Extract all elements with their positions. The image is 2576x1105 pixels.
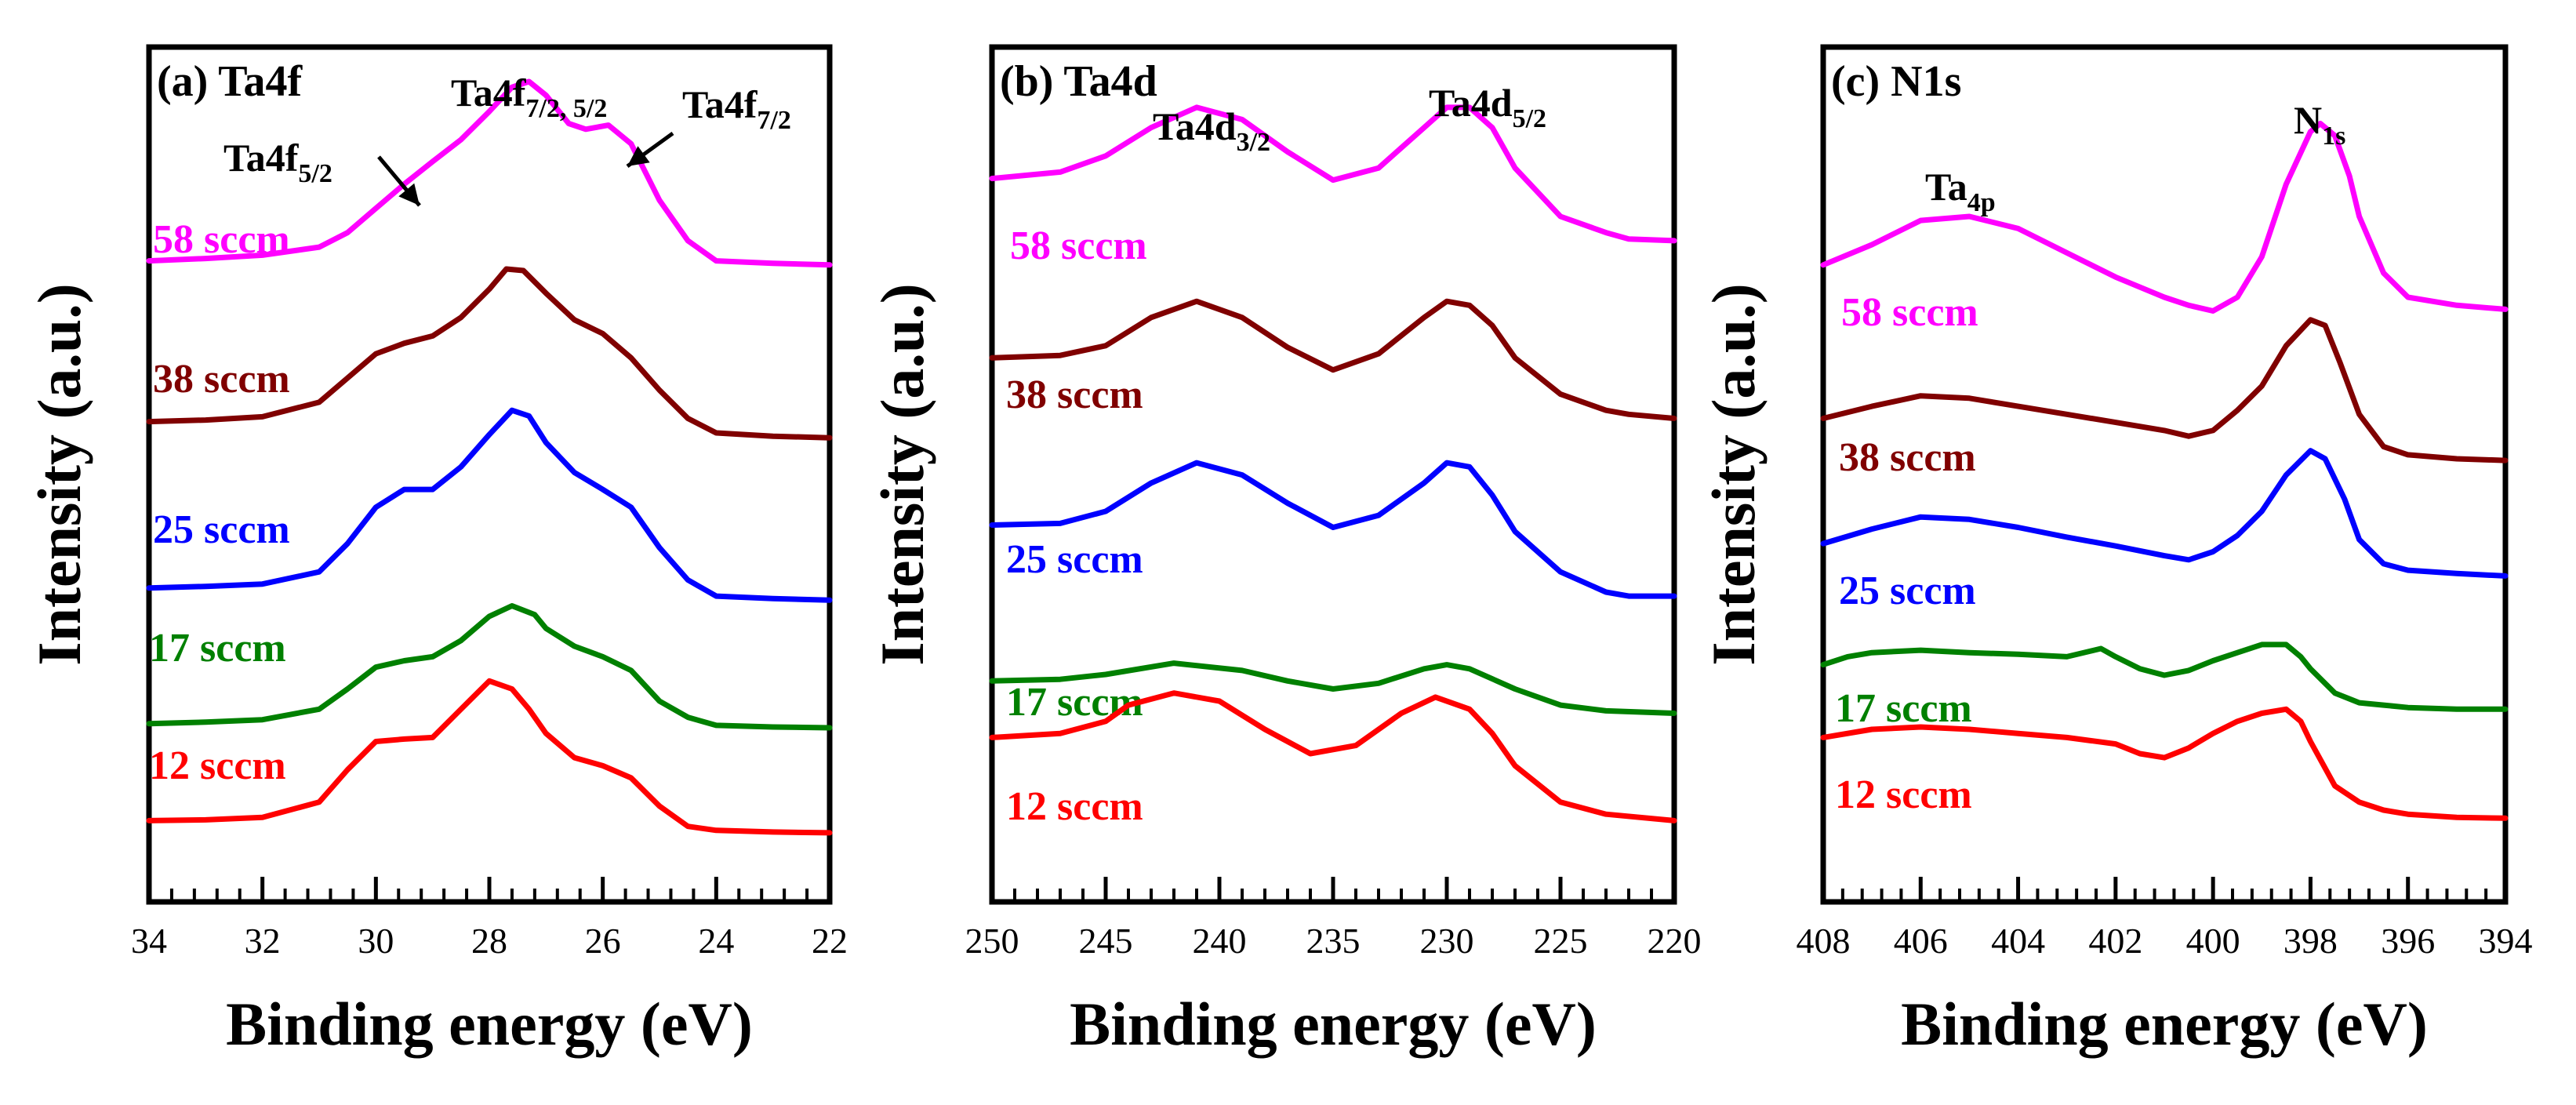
y-axis-label: Intensity (a.u.) xyxy=(25,283,93,666)
x-axis-label: Binding energy (eV) xyxy=(1070,990,1597,1058)
series-label: 58 sccm xyxy=(1010,224,1147,268)
series-label: 25 sccm xyxy=(153,507,290,552)
x-tick-label: 28 xyxy=(471,921,507,961)
peak-annotation: Ta4f7/2 xyxy=(682,82,791,135)
series-line-58-sccm xyxy=(989,104,1677,244)
series-line-58-sccm xyxy=(1820,121,2509,314)
x-tick-label: 240 xyxy=(1193,921,1247,961)
series-label: 38 sccm xyxy=(153,357,290,402)
x-tick-label: 406 xyxy=(1894,921,1948,961)
series-label: 58 sccm xyxy=(1841,290,1978,335)
x-axis-label: Binding energy (eV) xyxy=(226,990,753,1058)
series-line-25-sccm xyxy=(989,460,1677,599)
x-tick-label: 235 xyxy=(1306,921,1361,961)
chart-panel-2: 250 245 240 235 230 225 220 Binding energy (eV)… xyxy=(868,44,1702,1058)
peak-annotation: N1s xyxy=(2294,98,2345,151)
series-label: 58 sccm xyxy=(153,217,290,262)
series-line-17-sccm xyxy=(146,603,833,731)
series-label: 12 sccm xyxy=(1835,772,1972,817)
series-line-17-sccm xyxy=(989,660,1677,716)
x-tick-label: 30 xyxy=(358,921,394,961)
y-axis-label: Intensity (a.u.) xyxy=(868,283,936,666)
series-label: 17 sccm xyxy=(1006,680,1143,725)
series-label: 12 sccm xyxy=(1006,784,1143,829)
x-tick-label: 245 xyxy=(1079,921,1133,961)
x-axis-label: Binding energy (eV) xyxy=(1901,990,2428,1058)
series-line-12-sccm xyxy=(1820,706,2509,821)
annotation-arrow-head xyxy=(627,146,650,166)
peak-annotation: Ta4p xyxy=(1925,165,1996,217)
series-line-25-sccm xyxy=(146,407,833,603)
series-line-17-sccm xyxy=(1820,642,2509,712)
x-tick-label: 220 xyxy=(1648,921,1702,961)
peak-annotation: Ta4f5/2 xyxy=(223,136,332,188)
x-tick-label: 398 xyxy=(2284,921,2338,961)
x-tick-label: 394 xyxy=(2479,921,2533,961)
x-tick-label: 404 xyxy=(1991,921,2045,961)
series-line-25-sccm xyxy=(1820,448,2509,579)
x-tick-label: 22 xyxy=(812,921,848,961)
peak-annotation: Ta4d3/2 xyxy=(1153,104,1270,157)
x-tick-label: 230 xyxy=(1420,921,1474,961)
x-tick-label: 24 xyxy=(698,921,734,961)
series-label: 12 sccm xyxy=(149,743,286,788)
annotation-arrow-head xyxy=(398,183,420,205)
panel-title: (c) N1s xyxy=(1831,57,1961,106)
x-tick-label: 396 xyxy=(2381,921,2435,961)
series-line-38-sccm xyxy=(989,298,1677,421)
series-label: 25 sccm xyxy=(1839,569,1976,613)
series-label: 17 sccm xyxy=(149,626,286,671)
plot-frame xyxy=(989,44,1677,905)
x-tick-label: 402 xyxy=(2088,921,2142,961)
series-label: 17 sccm xyxy=(1835,686,1972,731)
x-tick-label: 34 xyxy=(131,921,167,961)
peak-annotation: Ta4d5/2 xyxy=(1429,81,1546,133)
peak-annotation: Ta4f7/2, 5/2 xyxy=(451,71,607,123)
x-tick-label: 26 xyxy=(585,921,621,961)
x-tick-label: 400 xyxy=(2186,921,2240,961)
plot-frame xyxy=(1820,44,2509,905)
series-line-38-sccm xyxy=(146,266,833,441)
panel-title: (a) Ta4f xyxy=(157,57,303,106)
x-tick-label: 32 xyxy=(245,921,281,961)
chart-panel-1: 34 32 30 28 26 24 22 Binding energy (eV) Intensi… xyxy=(25,44,848,1058)
x-tick-label: 225 xyxy=(1534,921,1588,961)
series-label: 25 sccm xyxy=(1006,537,1143,582)
series-line-58-sccm xyxy=(146,78,833,268)
x-tick-label: 250 xyxy=(965,921,1019,961)
series-label: 38 sccm xyxy=(1839,435,1976,480)
panel-title: (b) Ta4d xyxy=(1000,57,1157,106)
series-line-12-sccm xyxy=(146,678,833,836)
chart-panel-3: 408 406 404 402 400 398 396 394 Binding energy (… xyxy=(1699,44,2533,1058)
series-label: 38 sccm xyxy=(1006,373,1143,417)
x-tick-label: 408 xyxy=(1797,921,1851,961)
y-axis-label: Intensity (a.u.) xyxy=(1699,283,1768,666)
series-line-12-sccm xyxy=(989,690,1677,823)
series-line-38-sccm xyxy=(1820,317,2509,463)
